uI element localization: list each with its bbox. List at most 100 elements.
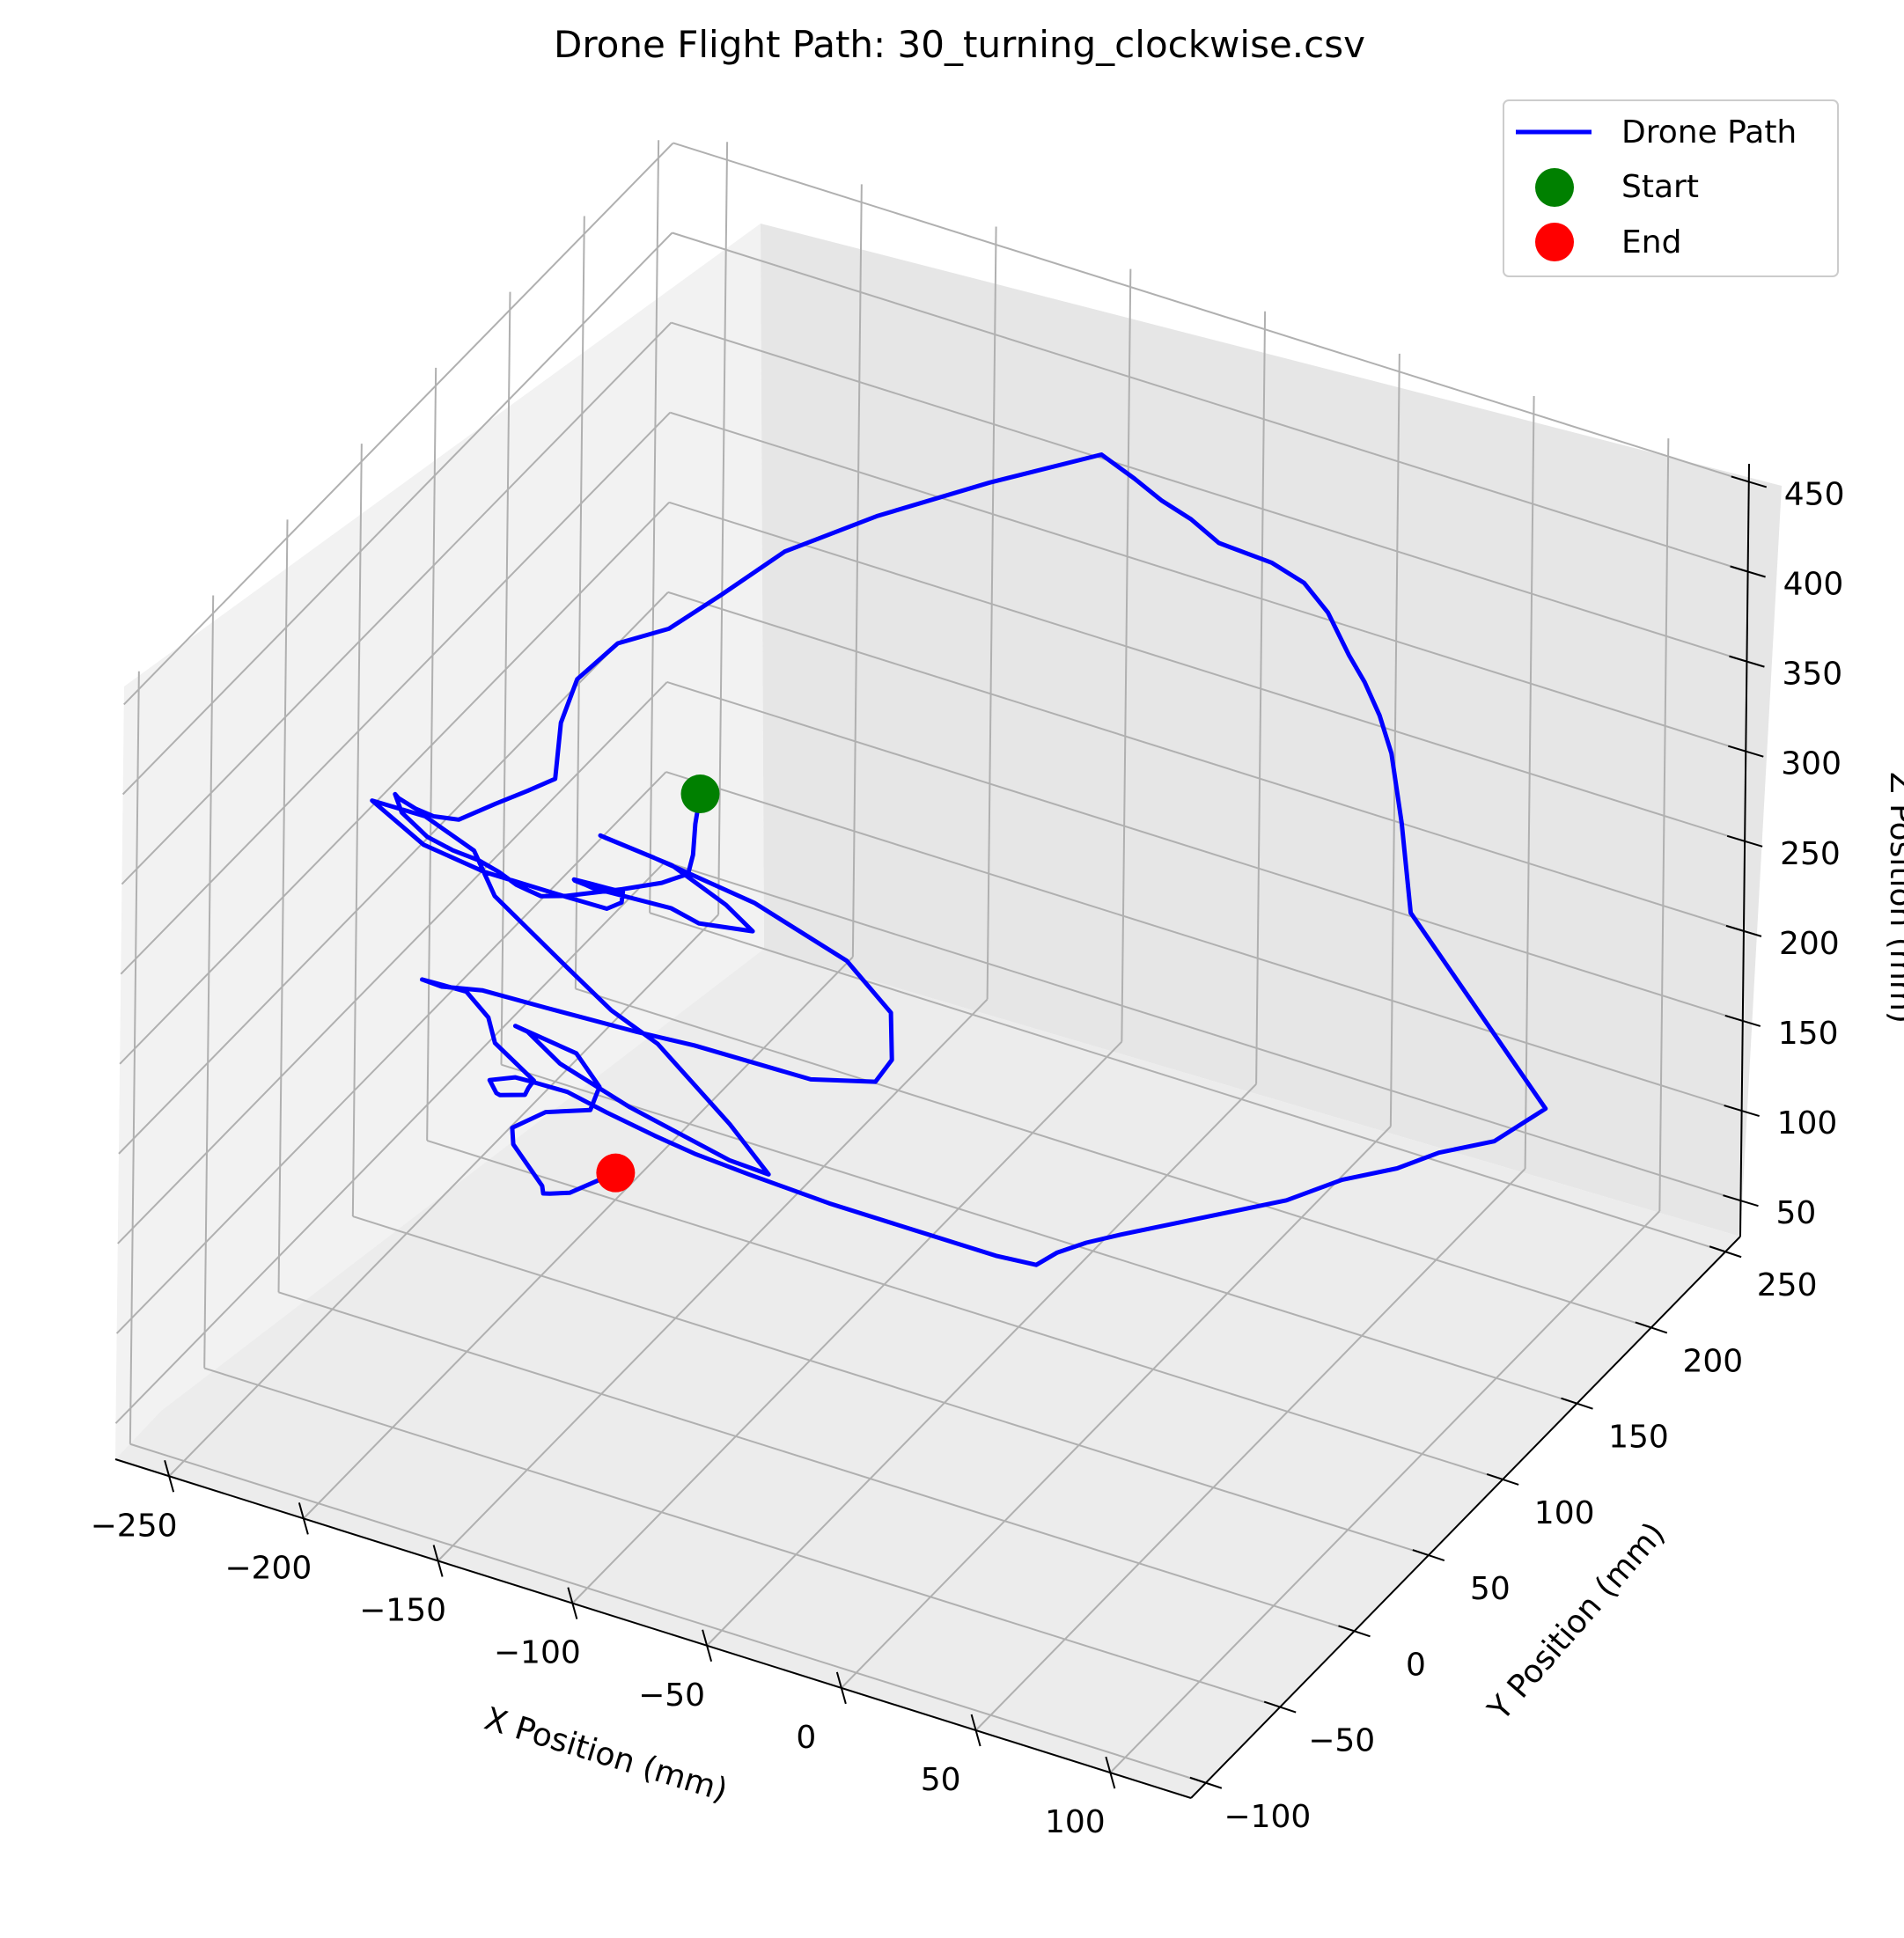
grid-line-y-side — [277, 519, 289, 1293]
grid-line-y-floor — [278, 1291, 1355, 1633]
series-line-drone-path — [370, 452, 1548, 1267]
grid-line-x-floor — [437, 998, 989, 1562]
grid-line-x-floor — [1109, 1210, 1661, 1773]
grid-lines — [114, 140, 1750, 1784]
z-tick-label: 100 — [1777, 1105, 1838, 1142]
grid-line-z-back — [665, 861, 1741, 1202]
floor-pane — [115, 949, 1740, 1798]
x-tick-mark — [835, 1671, 847, 1705]
grid-line-z-side — [114, 861, 666, 1424]
grid-line-x-back — [1121, 268, 1132, 1042]
end-marker — [596, 1153, 636, 1193]
y-tick-label: 0 — [1406, 1647, 1426, 1683]
x-tick-label: −200 — [224, 1550, 312, 1586]
grid-line-y-floor — [203, 1367, 1281, 1708]
x-tick-label: −250 — [91, 1508, 178, 1544]
z-tick-label: 400 — [1783, 567, 1844, 603]
x-axis-line — [114, 1458, 1192, 1799]
x-tick-mark — [164, 1459, 175, 1493]
y-tick-mark — [1635, 1321, 1668, 1334]
z-tick-mark — [1727, 745, 1764, 758]
x-tick-mark — [702, 1629, 713, 1663]
grid-line-y-floor — [501, 1063, 1577, 1405]
z-tick-label: 450 — [1784, 476, 1845, 512]
grid-line-y-floor — [575, 987, 1652, 1329]
legend-end-swatch — [1535, 223, 1574, 261]
z-tick-mark — [1729, 655, 1765, 668]
x-tick-mark — [298, 1502, 309, 1535]
grid-line-y-floor — [129, 1442, 1207, 1784]
z-tick-label: 300 — [1781, 746, 1842, 782]
grid-line-x-floor — [974, 1168, 1526, 1731]
grid-line-y-side — [500, 291, 511, 1065]
chart-title: Drone Flight Path: 30_turning_clockwise.… — [554, 23, 1365, 66]
y-axis-label: Y Position (mm) — [1481, 1516, 1672, 1728]
z-axis-label: Z Position (mm) — [1883, 772, 1904, 1024]
grid-line-z-back — [669, 411, 1746, 752]
z-tick-label: 350 — [1782, 657, 1842, 693]
grid-line-z-side — [121, 321, 673, 885]
grid-line-z-back — [665, 771, 1742, 1112]
plot-markers — [596, 774, 720, 1193]
grid-line-y-side — [351, 444, 363, 1217]
grid-line-x-back — [1524, 395, 1535, 1170]
legend-label-start: Start — [1621, 169, 1699, 205]
y-tick-mark — [1263, 1700, 1297, 1714]
tick-labels: −250 −200 −150 −100 −50 0 50 100 −100 −50 0 50 100 15… — [91, 476, 1845, 1840]
x-tick-label: −50 — [638, 1677, 705, 1714]
y-tick-label: 200 — [1682, 1343, 1743, 1379]
grid-line-y-floor — [426, 1139, 1503, 1480]
x-tick-label: −100 — [494, 1635, 581, 1671]
grid-line-z-side — [123, 142, 674, 706]
plot-series — [370, 452, 1548, 1267]
grid-line-y-side — [203, 595, 215, 1369]
axes-panes — [115, 224, 1782, 1798]
y-tick-mark — [1412, 1549, 1445, 1562]
grid-line-z-side — [119, 502, 670, 1065]
grid-line-y-side — [129, 671, 140, 1444]
grid-line-z-back — [666, 681, 1744, 1022]
x-tick-mark — [567, 1587, 578, 1619]
z-tick-mark — [1730, 565, 1766, 578]
y-tick-mark — [1486, 1472, 1519, 1486]
grid-line-x-back — [1255, 311, 1267, 1084]
grid-line-z-back — [673, 142, 1750, 483]
grid-line-y-floor — [649, 912, 1726, 1253]
grid-line-x-back — [851, 184, 863, 958]
grid-line-x-back — [1389, 353, 1400, 1127]
grid-line-z-side — [121, 231, 673, 796]
start-marker — [680, 774, 720, 814]
grid-line-x-floor — [706, 1083, 1257, 1647]
x-tick-label: 0 — [796, 1720, 816, 1756]
y-tick-mark — [1561, 1397, 1593, 1410]
x-tick-label: 50 — [921, 1762, 961, 1798]
grid-line-y-side — [574, 216, 585, 989]
z-tick-label: 200 — [1779, 926, 1840, 962]
z-tick-mark — [1731, 475, 1768, 488]
y-tick-mark — [1338, 1625, 1371, 1638]
x-axis-label: X Position (mm) — [481, 1701, 731, 1810]
grid-line-z-back — [668, 501, 1746, 842]
grid-line-y-floor — [352, 1215, 1430, 1557]
y-tick-label: 250 — [1757, 1267, 1818, 1303]
y-axis-line — [1190, 1236, 1741, 1799]
grid-line-x-back — [1658, 438, 1670, 1212]
legend-box — [1503, 99, 1839, 277]
grid-line-x-back — [717, 142, 729, 915]
grid-line-x-back — [986, 226, 997, 1000]
legend: Drone Path Start End — [1503, 99, 1839, 277]
x-tick-mark — [1105, 1756, 1116, 1789]
z-tick-mark — [1724, 1105, 1760, 1118]
grid-line-y-side — [649, 140, 660, 914]
legend-label-path: Drone Path — [1621, 114, 1797, 150]
x-tick-label: 100 — [1045, 1804, 1106, 1840]
y-tick-label: 50 — [1470, 1571, 1511, 1607]
y-tick-mark — [1709, 1245, 1742, 1259]
z-tick-mark — [1726, 834, 1763, 848]
z-tick-mark — [1723, 1194, 1759, 1208]
grid-line-z-back — [671, 321, 1747, 663]
grid-line-x-floor — [303, 956, 854, 1520]
z-tick-mark — [1724, 1015, 1761, 1027]
legend-start-swatch — [1535, 168, 1574, 207]
